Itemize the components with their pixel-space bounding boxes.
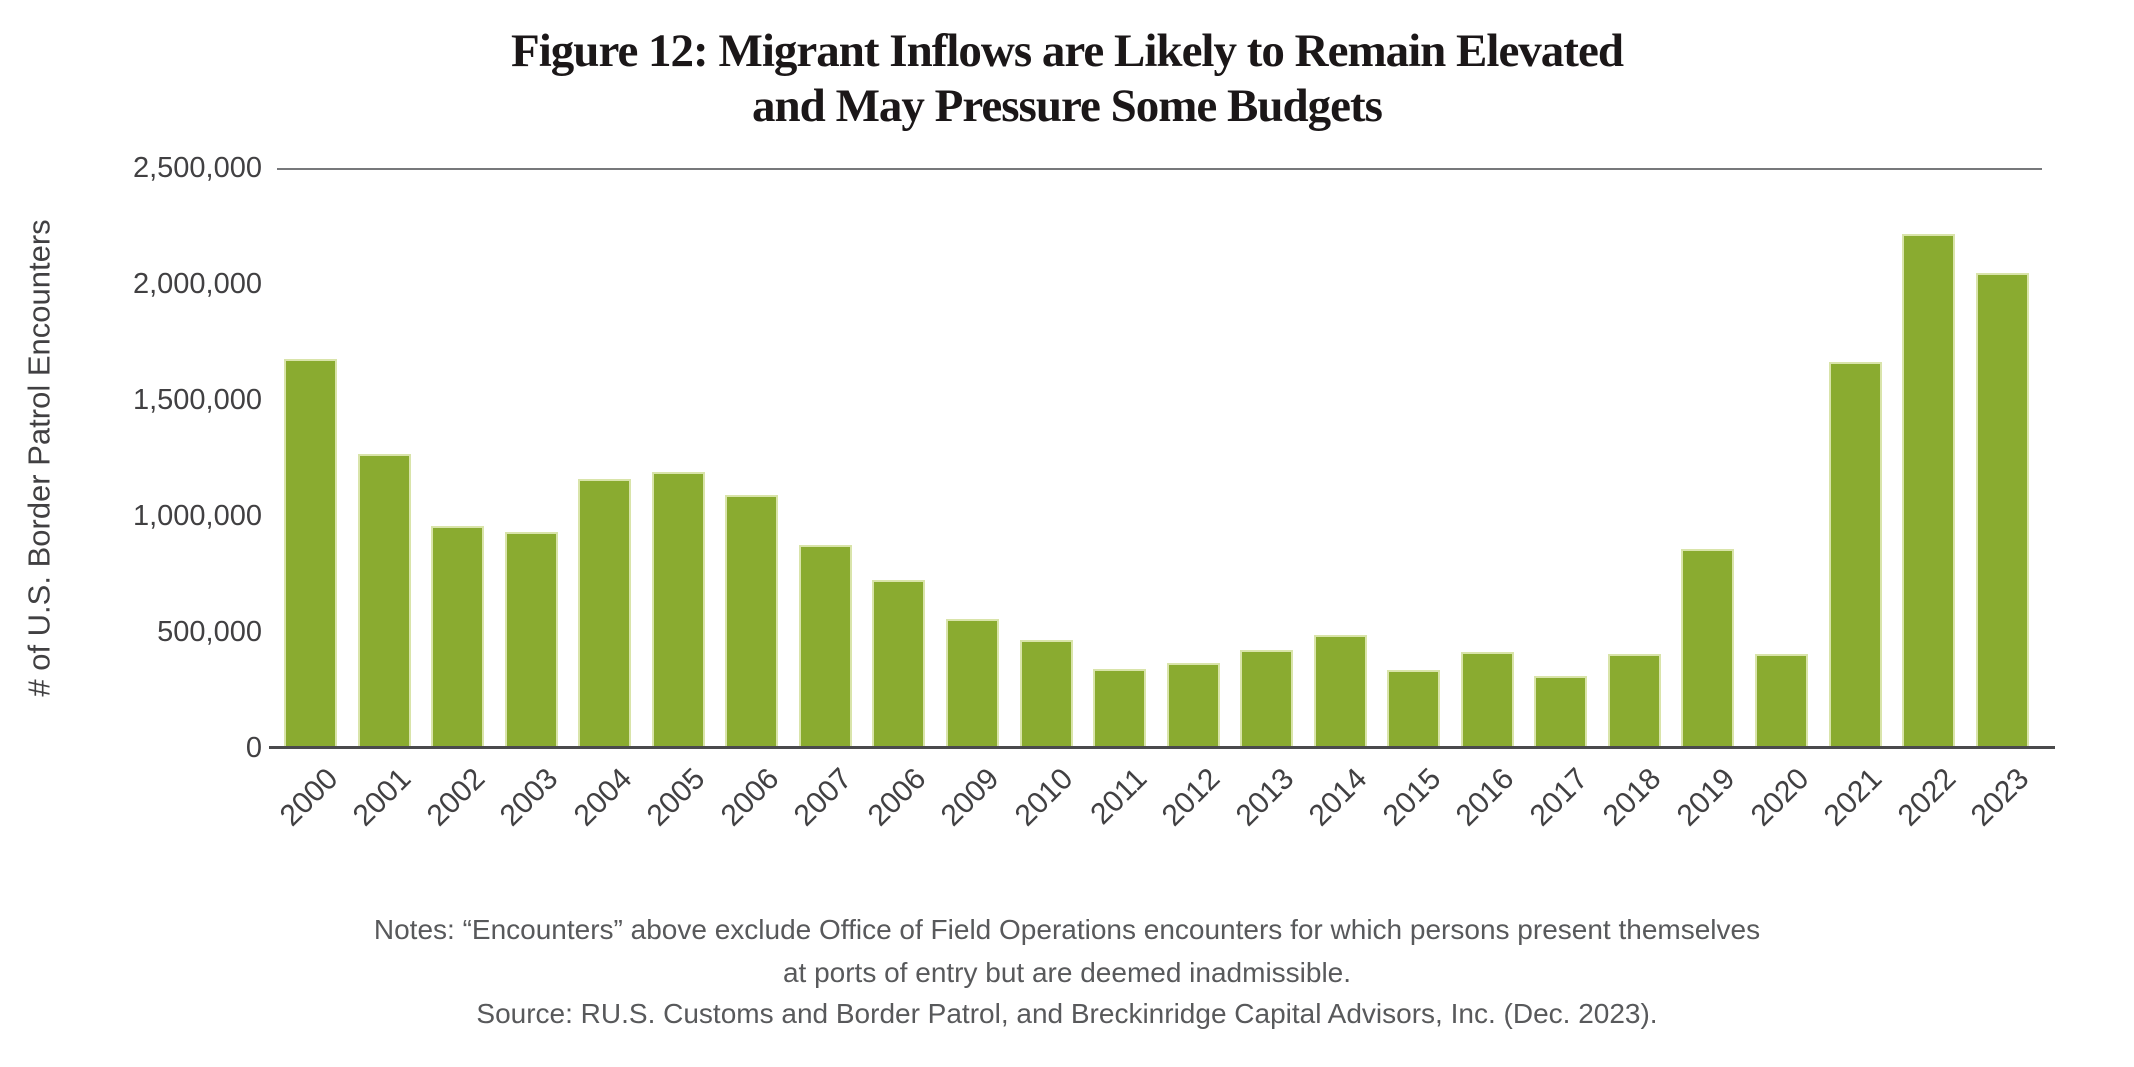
x-tick-2001-idx1: 2001 bbox=[346, 762, 418, 833]
bar-2003-idx3 bbox=[504, 532, 558, 748]
x-tick-2021-idx21: 2021 bbox=[1817, 762, 1889, 833]
bar-2002-idx2 bbox=[431, 526, 485, 748]
chart-notes-line1: Notes: “Encounters” above exclude Office… bbox=[373, 914, 1761, 945]
chart-title: Figure 12: Migrant Inflows are Likely to… bbox=[0, 24, 2134, 134]
x-tick-2020-idx20: 2020 bbox=[1744, 762, 1815, 833]
x-tick-2017-idx17: 2017 bbox=[1523, 762, 1595, 833]
x-tick-2010-idx10: 2010 bbox=[1008, 762, 1080, 833]
bar-2016-idx16 bbox=[1460, 652, 1514, 748]
bar-2009-idx9 bbox=[945, 619, 999, 748]
bar-2012-idx12 bbox=[1166, 663, 1220, 748]
x-tick-2023-idx23: 2023 bbox=[1964, 762, 2036, 833]
x-tick-2006-idx8: 2006 bbox=[861, 762, 933, 833]
bar-2013-idx13 bbox=[1240, 650, 1294, 748]
x-tick-2012-idx12: 2012 bbox=[1155, 762, 1227, 833]
y-tick-2000000: 2,000,000 bbox=[132, 268, 262, 300]
bar-2021-idx21 bbox=[1828, 362, 1882, 748]
bar-2007-idx7 bbox=[798, 545, 852, 748]
chart-notes-line2: at ports of entry but are deemed inadmis… bbox=[782, 957, 1352, 988]
x-tick-2015-idx15: 2015 bbox=[1376, 762, 1448, 833]
plot-area bbox=[277, 168, 2042, 748]
y-tick-1500000: 1,500,000 bbox=[132, 384, 262, 416]
bar-2006-idx8 bbox=[872, 580, 926, 748]
x-tick-2005-idx5: 2005 bbox=[641, 762, 712, 833]
x-tick-2018-idx18: 2018 bbox=[1597, 762, 1668, 833]
x-axis-line bbox=[269, 746, 2055, 749]
y-tick-0: 0 bbox=[245, 732, 262, 764]
bar-2011-idx11 bbox=[1093, 669, 1147, 748]
x-tick-2019-idx19: 2019 bbox=[1670, 762, 1742, 833]
x-tick-2002-idx2: 2002 bbox=[420, 762, 491, 833]
x-tick-2014-idx14: 2014 bbox=[1302, 762, 1374, 833]
x-tick-2022-idx22: 2022 bbox=[1891, 762, 1962, 833]
x-tick-2006-idx6: 2006 bbox=[714, 762, 786, 833]
bar-2001-idx1 bbox=[357, 454, 411, 748]
chart-title-line2: and May Pressure Some Budgets bbox=[752, 80, 1383, 132]
bar-2015-idx15 bbox=[1387, 670, 1441, 748]
x-tick-2009-idx9: 2009 bbox=[935, 762, 1006, 833]
chart-notes: Notes: “Encounters” above exclude Office… bbox=[0, 908, 2134, 994]
x-tick-2000-idx0: 2000 bbox=[273, 762, 344, 833]
y-axis-title-box: # of U.S. Border Patrol Encounters bbox=[8, 168, 72, 748]
bar-2020-idx20 bbox=[1755, 654, 1808, 748]
x-tick-2003-idx3: 2003 bbox=[493, 762, 565, 833]
bar-2000-idx0 bbox=[284, 359, 337, 748]
bar-2023-idx23 bbox=[1975, 273, 2029, 748]
chart-source: Source: RU.S. Customs and Border Patrol,… bbox=[476, 998, 1658, 1029]
x-tick-2016-idx16: 2016 bbox=[1450, 762, 1521, 833]
y-tick-2500000: 2,500,000 bbox=[132, 152, 262, 184]
bar-2006-idx6 bbox=[725, 495, 779, 748]
bar-2004-idx4 bbox=[578, 479, 632, 748]
y-tick-1000000: 1,000,000 bbox=[132, 500, 262, 532]
x-tick-2007-idx7: 2007 bbox=[788, 762, 859, 833]
y-tick-500000: 500,000 bbox=[157, 616, 262, 648]
bar-2014-idx14 bbox=[1313, 635, 1367, 748]
bar-2005-idx5 bbox=[651, 472, 705, 748]
x-tick-2004-idx4: 2004 bbox=[567, 762, 639, 833]
bar-2017-idx17 bbox=[1534, 676, 1588, 748]
chart-title-line1: Figure 12: Migrant Inflows are Likely to… bbox=[511, 25, 1624, 77]
bar-2010-idx10 bbox=[1019, 640, 1073, 748]
x-tick-2011-idx11: 2011 bbox=[1083, 762, 1153, 831]
bar-2019-idx19 bbox=[1681, 549, 1735, 748]
x-tick-2013-idx13: 2013 bbox=[1229, 762, 1300, 833]
bar-2018-idx18 bbox=[1607, 654, 1661, 748]
bar-2022-idx22 bbox=[1902, 234, 1956, 748]
